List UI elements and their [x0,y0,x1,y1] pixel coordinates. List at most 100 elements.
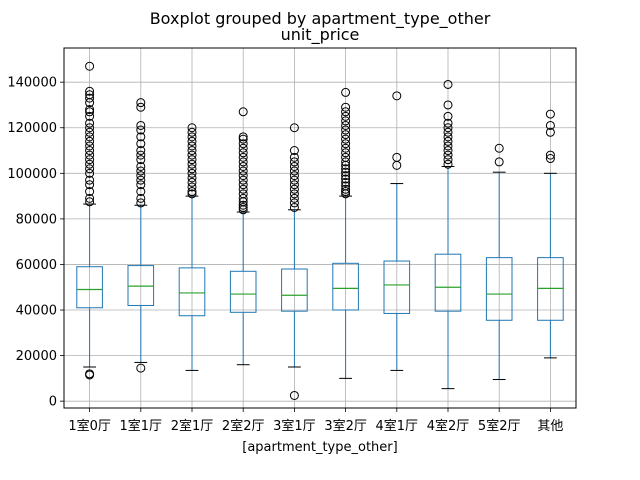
outlier-point [289,202,299,212]
outlier-point [187,168,197,178]
box-group [332,87,359,379]
outlier-point [85,118,95,128]
x-axis-label: [apartment_type_other] [242,440,397,455]
box-iqr [281,268,308,312]
outlier-point [187,187,197,197]
outlier-point [341,143,351,153]
outlier-point [136,139,146,149]
outlier-point [289,123,299,133]
x-tick-label: 2室1厅 [171,418,214,434]
outlier-point [289,390,299,400]
x-tick-label: 4室1厅 [376,418,419,434]
outlier-point [238,134,248,144]
box-iqr [383,260,411,314]
outlier-point [85,93,95,103]
outlier-point [85,164,95,174]
outlier-point [187,173,197,183]
outlier-point [341,87,351,97]
x-tick-label: 其他 [537,419,563,434]
outlier-point [545,120,555,130]
outlier-point [289,189,299,199]
outlier-point [443,146,453,156]
y-tick-label: 0 [49,395,57,410]
outlier-point [341,167,351,177]
outlier-point [289,152,299,162]
outlier-point [238,107,248,117]
box-group [537,109,564,359]
outlier-point [341,181,351,191]
outlier-point [136,120,146,130]
box-iqr [434,253,462,312]
outlier-point [238,139,248,149]
outlier-point [238,202,248,212]
outlier-point [238,193,248,203]
outlier-point [187,159,197,169]
box-iqr [485,257,513,321]
outlier-point [85,159,95,169]
outlier-point [187,155,197,165]
outlier-point [238,161,248,171]
outlier-point [341,139,351,149]
outlier-point [289,175,299,185]
outlier-point [187,136,197,146]
box-iqr [178,267,206,317]
outlier-point [341,171,351,181]
outlier-point [443,155,453,165]
outlier-point [85,180,95,190]
outlier-point [341,130,351,140]
outlier-point [341,177,351,187]
outlier-point [85,369,95,379]
box-layer [76,61,564,400]
outlier-point [238,143,248,153]
outlier-point [494,157,504,167]
outlier-point [238,180,248,190]
outlier-point [443,132,453,142]
outlier-point [341,107,351,117]
outlier-point [187,189,197,199]
outlier-point [289,166,299,176]
outlier-point [341,125,351,135]
outlier-point [545,109,555,119]
box-group [434,79,462,390]
outlier-point [443,150,453,160]
x-tick-label: 5室2厅 [478,418,521,434]
outlier-point [289,157,299,167]
box-group [485,143,513,381]
outlier-point [85,155,95,165]
outlier-point [187,182,197,192]
box-group [127,98,155,373]
y-tick-label: 120000 [7,121,57,136]
outlier-point [341,187,351,197]
outlier-point [341,174,351,184]
outlier-point [341,120,351,130]
x-tick-label: 2室2厅 [222,418,265,434]
outlier-point [85,193,95,203]
outlier-point [341,111,351,121]
y-tick-label: 80000 [16,212,57,227]
outlier-point [85,107,95,117]
outlier-point [238,171,248,181]
outlier-point [443,123,453,133]
y-tick-label: 20000 [16,349,57,364]
outlier-point [443,159,453,169]
outlier-point [85,90,95,100]
outlier-point [136,125,146,135]
outlier-point [289,184,299,194]
outlier-point [85,111,95,121]
outlier-point [289,161,299,171]
outlier-point [443,111,453,121]
outlier-point [187,141,197,151]
box-group [229,107,257,366]
outlier-point [238,200,248,210]
outlier-point [85,197,95,207]
box-group [76,61,103,380]
outlier-point [341,116,351,126]
chart-subtitle: unit_price [281,25,360,45]
outlier-point [341,134,351,144]
box-iqr [229,270,257,313]
outlier-point [136,187,146,197]
outlier-point [289,180,299,190]
outlier-point [238,175,248,185]
outlier-point [85,105,95,115]
